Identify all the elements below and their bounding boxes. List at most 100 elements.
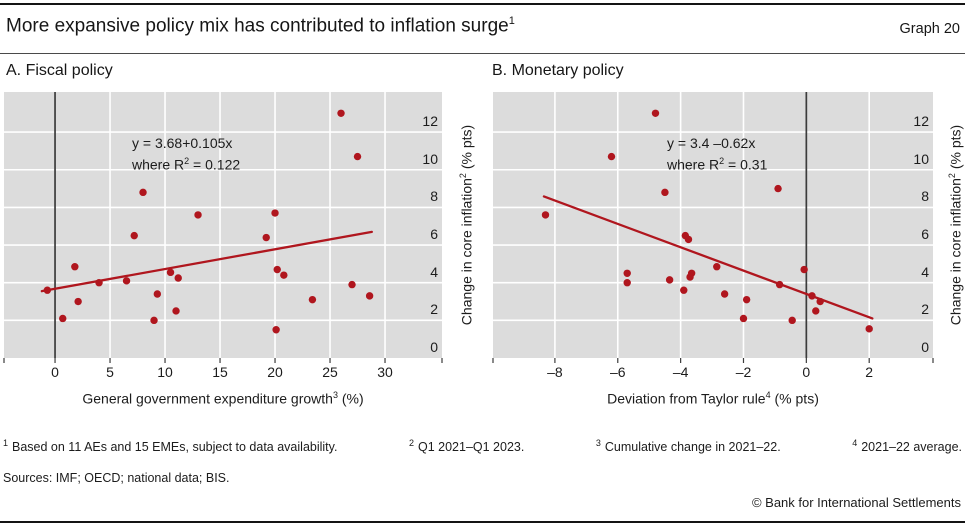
bottom-border-rule bbox=[0, 520, 965, 523]
footnotes-row: 1 Based on 11 AEs and 15 EMEs, subject to… bbox=[3, 438, 962, 454]
r-squared-post: = 0.122 bbox=[189, 156, 241, 173]
y-axis-title-text: Change in core inflation bbox=[458, 178, 475, 326]
r-squared-sup: 2 bbox=[184, 155, 190, 166]
data-point bbox=[280, 271, 288, 279]
data-point bbox=[365, 292, 374, 300]
footnote-1: 1 Based on 11 AEs and 15 EMEs, subject to… bbox=[3, 438, 337, 454]
footnote-1-text: Based on 11 AEs and 15 EMEs, subject to … bbox=[12, 440, 338, 455]
x-axis-title-footnote-marker: 4 bbox=[765, 390, 771, 400]
y-tick-label: 4 bbox=[921, 263, 929, 280]
data-point bbox=[800, 265, 808, 274]
data-point bbox=[308, 295, 317, 304]
data-point bbox=[774, 184, 782, 193]
data-point bbox=[816, 297, 824, 306]
data-point bbox=[686, 273, 694, 281]
data-point bbox=[541, 211, 550, 219]
panel-a-x-axis-title: General government expenditure growth3 (… bbox=[4, 390, 442, 407]
equation-line: y = 3.4 –0.62x bbox=[667, 135, 756, 151]
x-tick-label: 0 bbox=[802, 364, 811, 380]
top-border-rule bbox=[0, 3, 965, 6]
data-point bbox=[808, 292, 816, 300]
y-tick-label: 6 bbox=[430, 226, 438, 243]
footnote-2-text: Q1 2021–Q1 2023. bbox=[417, 440, 525, 455]
sources-line: Sources: IMF; OECD; national data; BIS. bbox=[3, 471, 230, 485]
r-squared-pre: where R bbox=[132, 156, 185, 173]
panel-b-scatter-plot: y = 3.4 –0.62x where R2 = 0.31 –8 –6 –4 –2 0… bbox=[492, 92, 934, 380]
footnote-3-marker: 3 bbox=[595, 438, 601, 448]
y-axis-title-footnote-marker: 2 bbox=[947, 173, 957, 179]
x-tick-label: –2 bbox=[735, 364, 752, 380]
data-point bbox=[71, 262, 79, 271]
panel-a-title: A. Fiscal policy bbox=[6, 62, 113, 79]
data-point bbox=[271, 209, 279, 217]
data-point bbox=[95, 278, 103, 287]
graph-number: Graph 20 bbox=[899, 21, 960, 37]
data-point bbox=[742, 295, 751, 304]
page-title: More expansive policy mix has contribute… bbox=[6, 15, 515, 37]
panel-b-title: B. Monetary policy bbox=[492, 62, 624, 79]
panel-a-scatter-plot: y = 3.68+0.105x where R2 = 0.122 0 5 10 15 2… bbox=[3, 92, 443, 380]
data-point bbox=[812, 307, 820, 315]
y-tick-label: 10 bbox=[913, 150, 929, 167]
y-tick-label: 8 bbox=[430, 188, 438, 205]
data-point bbox=[651, 109, 660, 117]
footnote-3: 3 Cumulative change in 2021–22. bbox=[596, 438, 781, 454]
page-title-footnote-marker: 1 bbox=[508, 15, 515, 27]
data-point bbox=[74, 297, 82, 306]
data-point bbox=[775, 280, 784, 289]
y-tick-label: 10 bbox=[422, 150, 438, 167]
panel-b-y-axis-title-wrap: Change in core inflation2 (% pts) bbox=[937, 92, 965, 358]
data-point bbox=[172, 307, 180, 315]
data-point bbox=[788, 316, 796, 325]
data-point bbox=[139, 188, 147, 197]
footnote-1-marker: 1 bbox=[3, 438, 9, 448]
data-point bbox=[720, 290, 729, 298]
data-point bbox=[680, 286, 688, 294]
data-point bbox=[153, 290, 162, 298]
footnote-4-text: 2021–22 average. bbox=[861, 440, 962, 455]
r-squared-pre: where R bbox=[667, 156, 720, 173]
footnote-2: 2 Q1 2021–Q1 2023. bbox=[409, 438, 524, 454]
data-point bbox=[348, 280, 356, 289]
x-tick-label: 25 bbox=[322, 364, 338, 380]
data-point bbox=[665, 276, 674, 284]
data-point bbox=[262, 233, 270, 242]
panel-a-y-axis-title-wrap: Change in core inflation2 (% pts) bbox=[448, 92, 478, 358]
data-point bbox=[122, 277, 131, 285]
x-tick-label: 30 bbox=[377, 364, 393, 380]
footnote-4-marker: 4 bbox=[852, 438, 858, 448]
copyright-line: © Bank for International Settlements bbox=[751, 495, 961, 510]
x-axis-title-text: General government expenditure growth bbox=[82, 390, 333, 407]
data-point bbox=[623, 278, 631, 287]
data-point bbox=[607, 152, 616, 161]
data-point bbox=[684, 235, 693, 244]
header-divider bbox=[0, 53, 965, 55]
data-point bbox=[194, 211, 202, 219]
panel-b-regression-equation: y = 3.4 –0.62x where R2 = 0.31 bbox=[667, 135, 767, 174]
x-tick-label: 20 bbox=[267, 364, 283, 380]
regression-line bbox=[542, 195, 874, 320]
y-axis-title-unit: (% pts) bbox=[458, 124, 475, 174]
data-point bbox=[739, 314, 748, 323]
x-axis-title-text: Deviation from Taylor rule bbox=[607, 390, 766, 407]
x-tick-label: 2 bbox=[865, 364, 874, 380]
panel-b-x-axis-title: Deviation from Taylor rule4 (% pts) bbox=[493, 390, 933, 407]
y-tick-label: 0 bbox=[430, 339, 438, 355]
data-point bbox=[166, 268, 175, 277]
x-tick-label: 15 bbox=[212, 364, 228, 380]
y-tick-label: 6 bbox=[921, 226, 929, 243]
y-tick-label: 0 bbox=[921, 339, 929, 355]
data-point bbox=[865, 325, 873, 333]
y-tick-label: 12 bbox=[913, 113, 929, 130]
data-point bbox=[174, 274, 182, 282]
y-tick-label: 12 bbox=[422, 113, 438, 130]
x-tick-label: –6 bbox=[609, 364, 626, 380]
data-point bbox=[661, 188, 669, 197]
r-squared-line: where R2 = 0.31 bbox=[667, 153, 767, 174]
y-tick-label: 4 bbox=[430, 263, 438, 280]
y-tick-label: 8 bbox=[921, 188, 929, 205]
panel-a-y-axis-title: Change in core inflation2 (% pts) bbox=[448, 92, 478, 358]
y-axis-title-footnote-marker: 2 bbox=[458, 173, 468, 179]
data-point bbox=[272, 326, 280, 334]
